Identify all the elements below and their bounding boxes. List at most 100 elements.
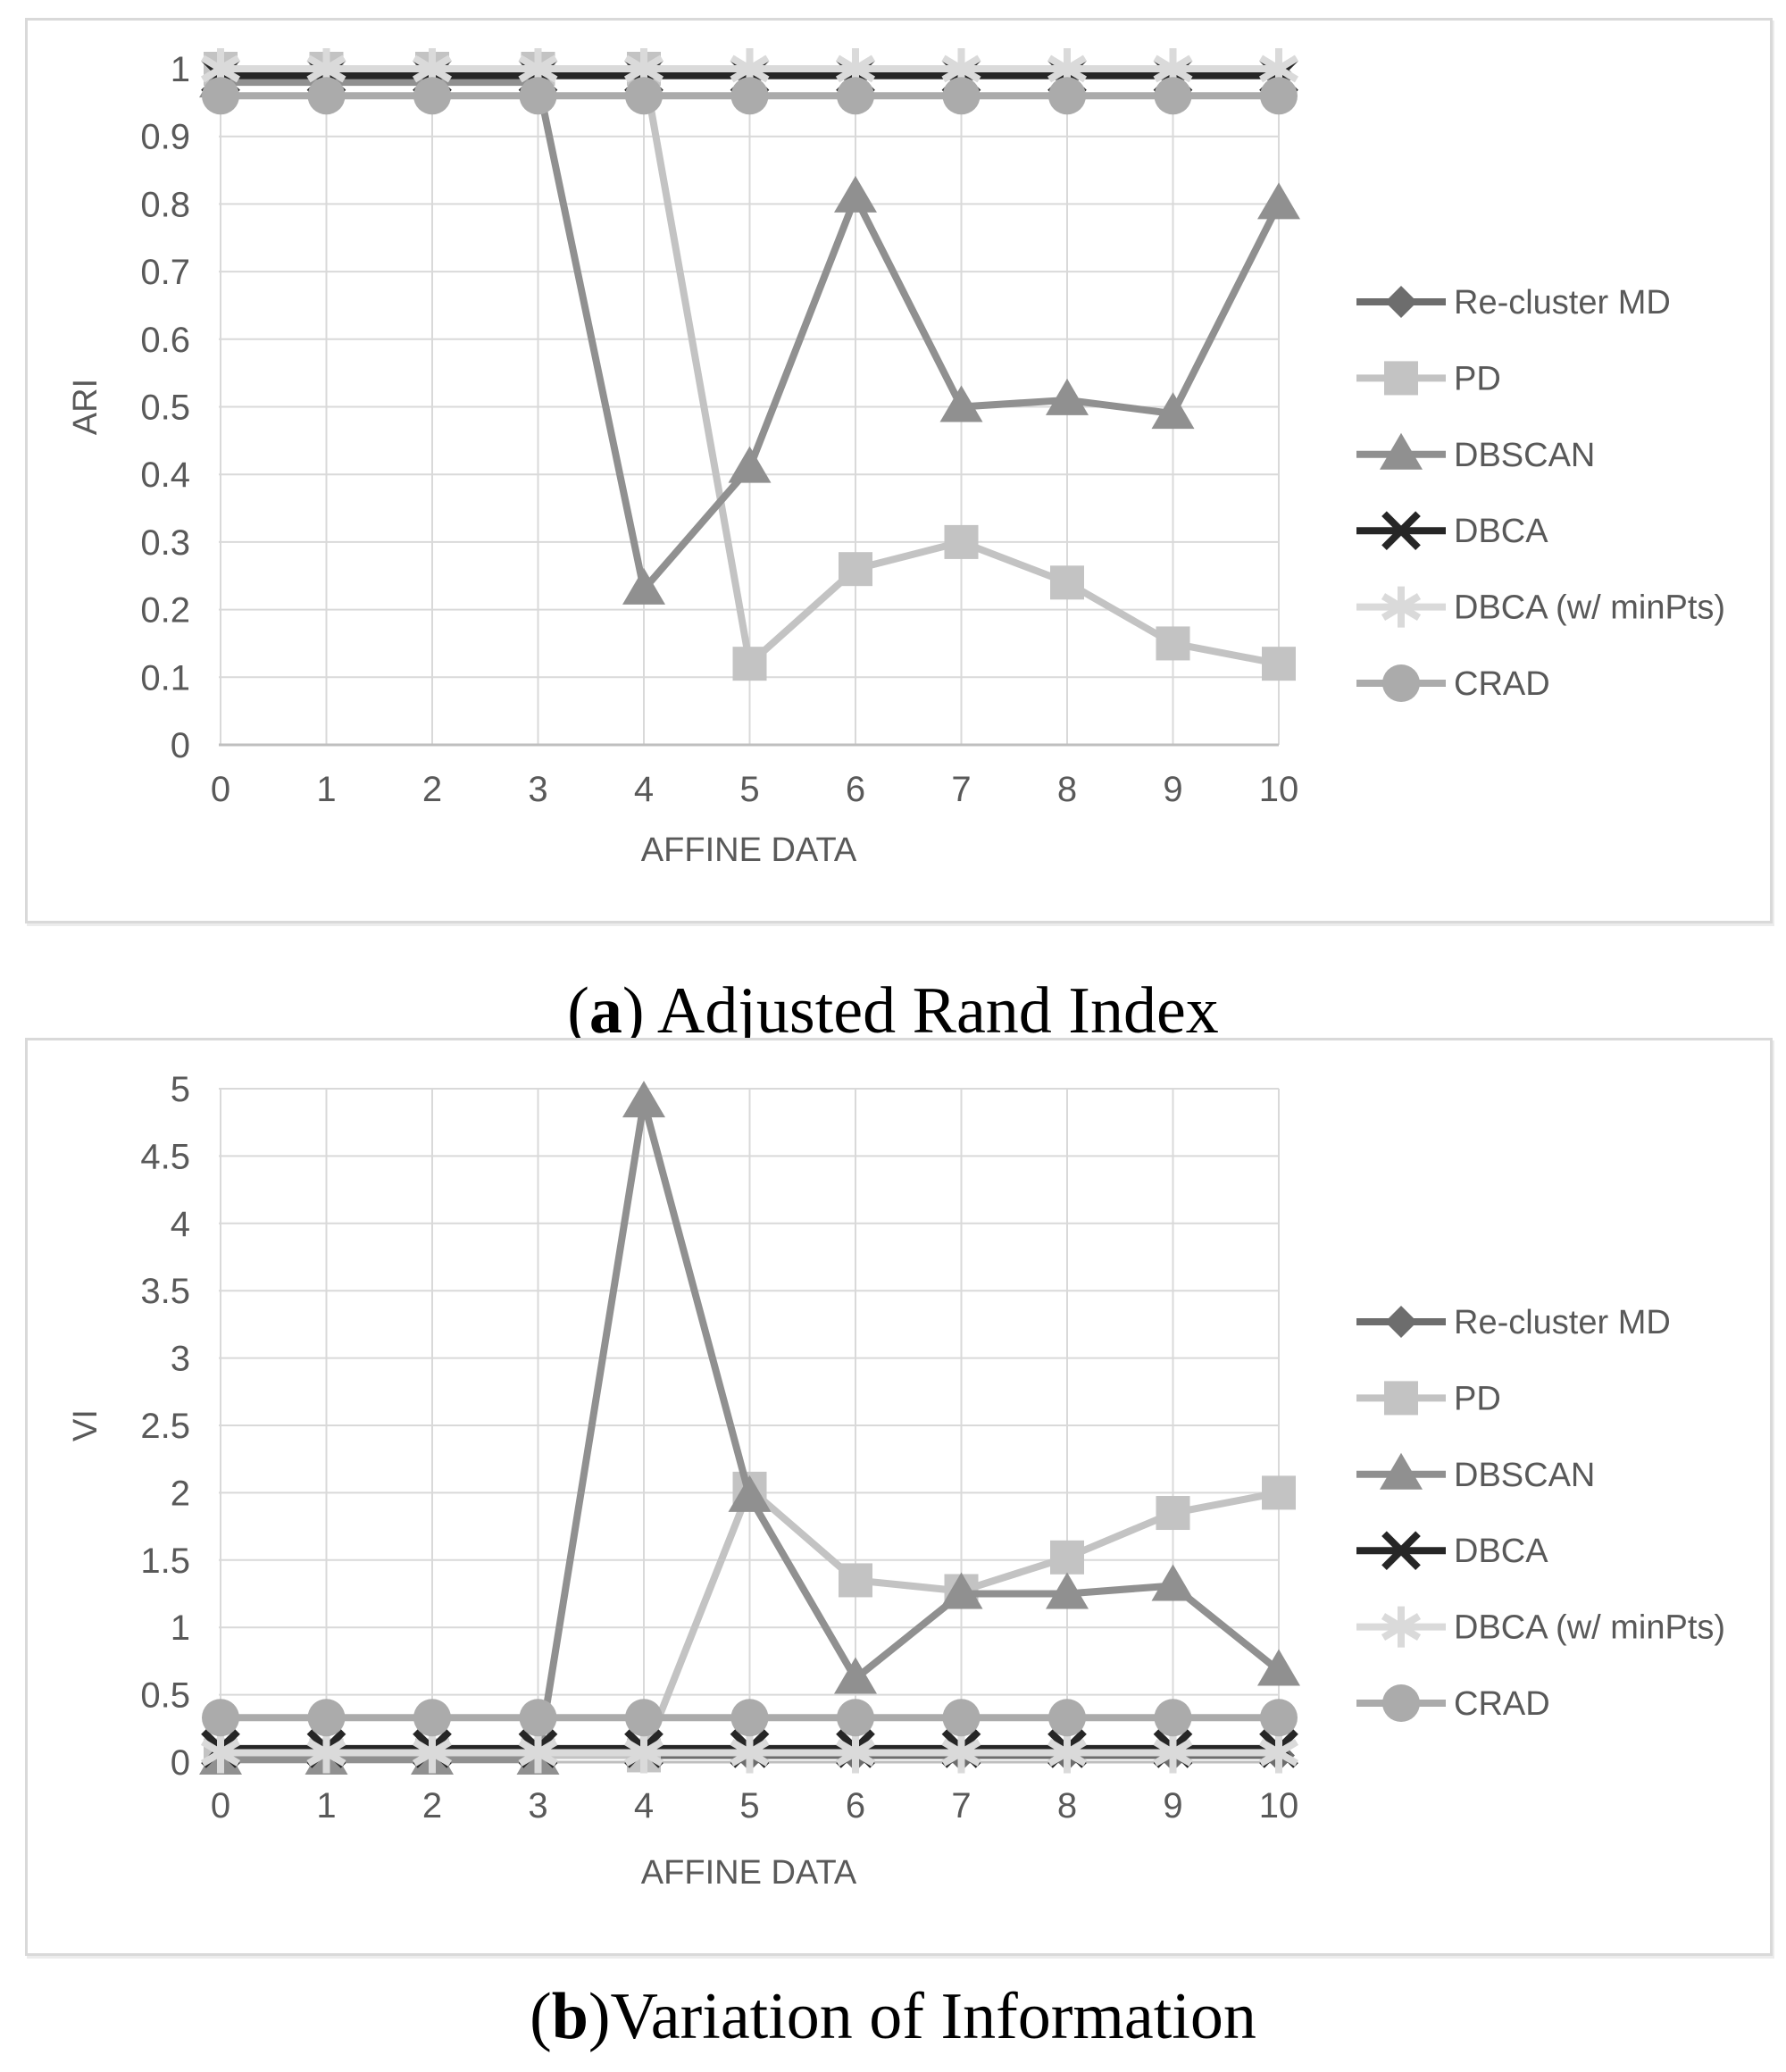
legend-item: DBCA (w/ minPts) [1356, 1606, 1725, 1648]
triangle-marker [1380, 1452, 1423, 1490]
x-tick-label: 5 [739, 770, 759, 809]
diamond-marker [1385, 1306, 1417, 1338]
series-crad [202, 77, 1298, 115]
circle-marker [837, 1699, 874, 1737]
y-tick-label: 0 [171, 726, 190, 765]
square-marker [1262, 647, 1296, 681]
circle-marker [519, 77, 557, 115]
asterisk-marker [518, 1739, 558, 1767]
x-tick-label: 8 [1057, 770, 1077, 809]
legend-item: DBCA [1356, 1531, 1548, 1570]
legend-label: CRAD [1454, 665, 1550, 703]
gridlines [219, 1088, 1280, 1763]
y-tick-label: 0.5 [140, 388, 190, 428]
caption-a-text: ) Adjusted Rand Index [622, 974, 1219, 1048]
circle-marker [1048, 77, 1086, 115]
legend-item: Re-cluster MD [1356, 1304, 1671, 1341]
y-tick-label: 0.7 [140, 253, 190, 292]
legend-label: DBCA (w/ minPts) [1454, 589, 1725, 627]
x-tick-label: 10 [1259, 770, 1299, 809]
circle-marker [307, 1699, 346, 1737]
legend-label: PD [1454, 360, 1501, 397]
square-marker [1384, 1381, 1418, 1416]
legend: Re-cluster MD PD DBSCAN DBCA DBCA (w/ minPts… [1356, 1304, 1725, 1723]
x-tick-label: 5 [739, 1786, 759, 1826]
square-marker [1050, 565, 1084, 600]
caption-a-paren: ( [567, 974, 589, 1048]
asterisk-marker [1153, 54, 1193, 83]
triangle-marker [728, 446, 772, 483]
triangle-marker [728, 1475, 772, 1512]
legend-item: DBCA [1356, 511, 1548, 550]
square-marker [1156, 626, 1190, 661]
x-tick-label: 4 [634, 770, 654, 809]
series-crad [202, 1699, 1298, 1737]
chart-panel-vi: 0 0.5 1 1.5 2 2.5 3 3.5 4 4.5 5 0 1 2 3 4 5 6 7 8 9 10 AFFINE … [25, 1038, 1773, 1956]
asterisk-marker [623, 54, 664, 83]
y-tick-label: 4.5 [140, 1137, 190, 1176]
diamond-marker [1385, 286, 1417, 318]
circle-marker [1382, 1684, 1420, 1722]
x-tick-label: 4 [634, 1786, 654, 1826]
legend-label: DBCA [1454, 1533, 1548, 1570]
x-tick-label: 0 [211, 1786, 230, 1826]
y-tick-label: 5 [171, 1070, 190, 1109]
circle-marker [519, 1699, 557, 1737]
square-marker [944, 524, 979, 559]
ari-line-chart: 00.10.20.30.40.50.60.70.80.910 1 2 3 4 5 6 7 8 9 1… [67, 48, 1725, 869]
asterisk-marker [1381, 1613, 1422, 1642]
legend-label: Re-cluster MD [1454, 284, 1671, 322]
asterisk-marker [1047, 54, 1088, 83]
circle-marker [1260, 1699, 1298, 1737]
legend-item: PD [1356, 1380, 1501, 1417]
legend: Re-cluster MD PD DBSCAN DBCA DBCA (w/ minPts… [1356, 284, 1725, 703]
circle-marker [837, 77, 874, 115]
circle-marker [1154, 77, 1192, 115]
x-tick-label: 3 [528, 1786, 547, 1826]
triangle-marker [834, 175, 877, 213]
x-tick-label: 2 [422, 1786, 442, 1826]
x-tick-label: 10 [1259, 1786, 1299, 1826]
legend-label: DBCA (w/ minPts) [1454, 1609, 1725, 1647]
circle-marker [1260, 77, 1298, 115]
asterisk-marker [1258, 54, 1299, 83]
x-tick-label: 9 [1163, 1786, 1182, 1826]
asterisk-marker [941, 54, 981, 83]
x-tick-label: 8 [1057, 1786, 1077, 1826]
asterisk-marker [1381, 593, 1422, 622]
asterisk-marker [1153, 1739, 1193, 1767]
square-marker [839, 1563, 872, 1598]
y-tick-label: 0.4 [140, 455, 190, 495]
triangle-marker [1046, 378, 1089, 415]
y-tick-label: 2.5 [140, 1407, 190, 1446]
legend-item: DBSCAN [1356, 432, 1595, 474]
circle-marker [942, 1699, 981, 1737]
legend-label: Re-cluster MD [1454, 1304, 1671, 1341]
circle-marker [730, 1699, 769, 1737]
square-marker [1050, 1540, 1084, 1575]
y-tick-label: 0.6 [140, 321, 190, 360]
triangle-marker [1380, 432, 1423, 470]
legend-label: DBSCAN [1454, 437, 1595, 474]
circle-marker [413, 1699, 451, 1737]
chart-panel-ari: 0 0.1 0.2 0.3 0.4 0.5 0.6 0.7 0.8 0.9 1 0 1 2 3 4 5 6 7 8 9 1… [25, 18, 1773, 923]
triangle-marker [939, 1572, 983, 1609]
y-tick-label: 0.3 [140, 523, 190, 563]
square-marker [1262, 1475, 1296, 1510]
circle-marker [730, 77, 769, 115]
y-tick-label: 1.5 [140, 1541, 190, 1581]
circle-marker [625, 77, 663, 115]
caption-a-letter: a [588, 974, 622, 1048]
asterisk-marker [412, 1739, 453, 1767]
caption-a: (a) Adjusted Rand Index [0, 973, 1786, 1049]
legend-label: CRAD [1454, 1685, 1550, 1723]
x-tick-label: 7 [951, 770, 971, 809]
asterisk-marker [1047, 1739, 1088, 1767]
asterisk-marker [941, 1739, 981, 1767]
x-tick-label: 6 [846, 1786, 865, 1826]
caption-b: (b)Variation of Information [0, 1979, 1786, 2055]
asterisk-marker [835, 54, 876, 83]
series-dbca-w-minpts- [200, 1732, 1299, 1774]
x-tick-label: 9 [1163, 770, 1182, 809]
